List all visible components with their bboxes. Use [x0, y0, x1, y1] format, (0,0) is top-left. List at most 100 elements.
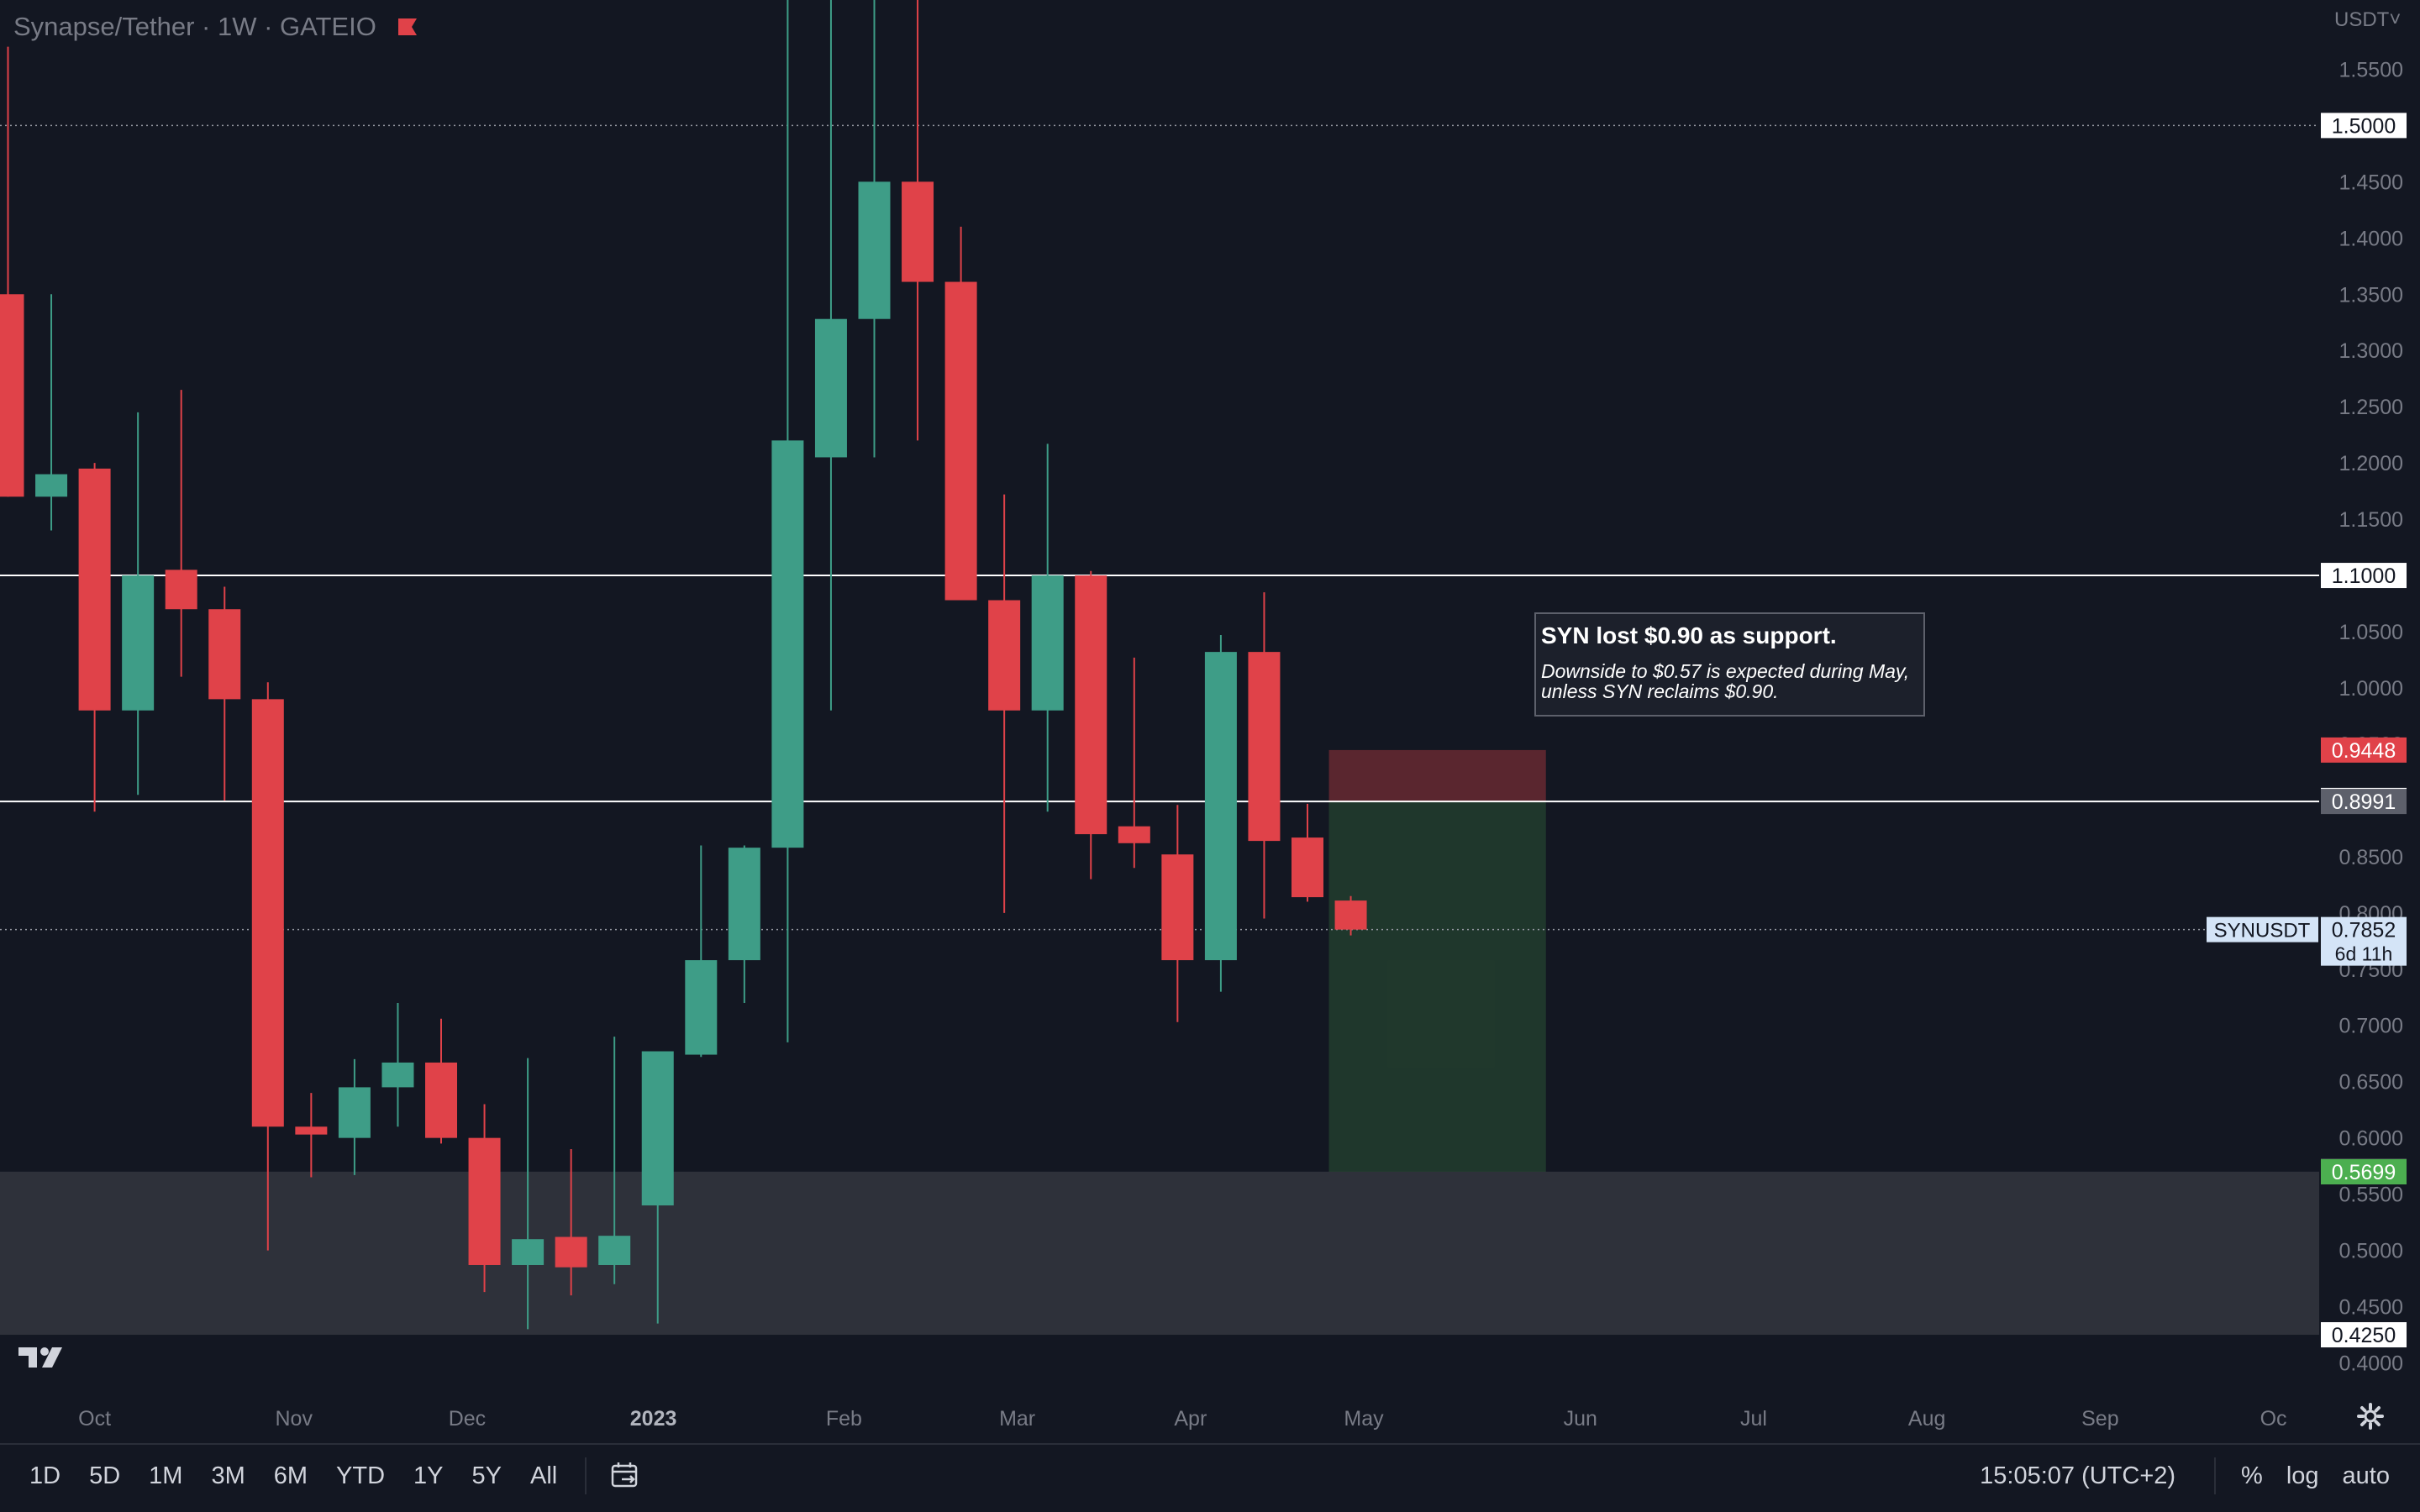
price-label-badge — [2321, 789, 2407, 815]
candle-body — [944, 281, 977, 601]
candle-body — [1118, 826, 1150, 843]
candle — [555, 1149, 587, 1296]
candle-body — [381, 1062, 414, 1088]
y-tick-label: 1.3000 — [2339, 339, 2403, 363]
stop-loss-area — [1328, 749, 1546, 802]
candle — [381, 1002, 414, 1127]
currency-selector[interactable]: USDT˅ — [2334, 8, 2402, 31]
tradingview-logo-icon[interactable] — [18, 1342, 71, 1375]
range-1y-button[interactable]: 1Y — [413, 1462, 444, 1489]
x-axis-label: Jul — [1740, 1407, 1767, 1431]
range-all-button[interactable]: All — [530, 1462, 558, 1489]
symbol-title[interactable]: Synapse/Tether · 1W · GATEIO — [13, 12, 376, 41]
candle-body — [728, 848, 760, 961]
candle-body — [1334, 900, 1367, 930]
candle — [1292, 803, 1323, 902]
annotation-note[interactable]: SYN lost $0.90 as support. Downside to $… — [1534, 612, 1925, 717]
y-tick-label: 1.4500 — [2339, 171, 2403, 194]
candle — [858, 0, 891, 458]
candle — [1161, 805, 1194, 1022]
last-price-symbol-badge — [2207, 916, 2318, 942]
candle-body — [78, 468, 111, 711]
toolbar-divider — [2214, 1457, 2217, 1494]
candle — [295, 1093, 328, 1178]
candle — [468, 1104, 501, 1293]
candle — [251, 682, 284, 1251]
candle — [512, 1058, 544, 1330]
x-axis-label: Aug — [1908, 1407, 1945, 1431]
candle — [425, 1018, 457, 1144]
auto-scale-toggle[interactable]: auto — [2342, 1462, 2390, 1489]
annotation-body: Downside to $0.57 is expected during May… — [1541, 660, 1910, 702]
candle — [1248, 592, 1281, 919]
candle-body — [771, 440, 804, 848]
y-tick-label: 0.5000 — [2339, 1240, 2403, 1263]
range-1d-button[interactable]: 1D — [29, 1462, 61, 1489]
price-label-text: 0.4250 — [2332, 1324, 2396, 1347]
x-axis-label: Apr — [1174, 1407, 1207, 1431]
log-scale-toggle[interactable]: log — [2286, 1462, 2319, 1489]
price-label-text: 0.9448 — [2332, 739, 2396, 763]
candle-body — [35, 474, 68, 497]
toolbar-divider — [585, 1457, 587, 1494]
range-6m-button[interactable]: 6M — [273, 1462, 308, 1489]
range-3m-button[interactable]: 3M — [211, 1462, 245, 1489]
x-axis-label: Mar — [999, 1407, 1035, 1431]
annotation-title: SYN lost $0.90 as support. — [1541, 622, 1837, 648]
chart-header: Synapse/Tether · 1W · GATEIO — [13, 12, 418, 42]
candle-body — [208, 609, 241, 700]
candle-body — [1204, 652, 1237, 961]
candle — [165, 390, 197, 677]
y-tick-label: 0.8500 — [2339, 846, 2403, 869]
candle-body — [1075, 575, 1107, 835]
range-ytd-button[interactable]: YTD — [336, 1462, 386, 1489]
candle-body — [1161, 854, 1194, 961]
candle-body — [512, 1239, 544, 1265]
candle-body — [902, 181, 934, 282]
x-axis-label: May — [1344, 1407, 1384, 1431]
candle-body — [468, 1137, 501, 1265]
settings-gear-icon[interactable] — [2356, 1402, 2385, 1435]
price-label-badge — [2321, 113, 2407, 139]
y-tick-label: 1.5500 — [2339, 58, 2403, 81]
x-axis-label: Nov — [275, 1407, 313, 1431]
candle-body — [338, 1087, 371, 1138]
price-label-text: 0.5699 — [2332, 1161, 2396, 1184]
y-tick-label: 1.3500 — [2339, 283, 2403, 307]
candle — [35, 294, 68, 531]
candle-body — [814, 318, 847, 458]
candle — [988, 494, 1021, 913]
candle — [1031, 444, 1064, 812]
range-5y-button[interactable]: 5Y — [471, 1462, 502, 1489]
candle — [944, 226, 977, 601]
candle-body — [988, 600, 1021, 711]
last-price-value: 0.7852 — [2332, 919, 2396, 942]
y-tick-label: 0.4000 — [2339, 1352, 2403, 1376]
range-1m-button[interactable]: 1M — [149, 1462, 183, 1489]
y-tick-label: 1.2000 — [2339, 452, 2403, 475]
right-controls: 15:05:07 (UTC+2) % log auto — [1954, 1445, 2402, 1507]
candle — [1204, 635, 1237, 992]
x-axis-label: Oc — [2260, 1407, 2287, 1431]
candle — [728, 845, 760, 1003]
date-range-icon[interactable] — [608, 1459, 642, 1493]
clock-readout[interactable]: 15:05:07 (UTC+2) — [1980, 1462, 2176, 1489]
candle-body — [641, 1051, 674, 1206]
price-label-text: 1.1000 — [2332, 564, 2396, 588]
x-axis-label: Oct — [78, 1407, 111, 1431]
candle — [0, 46, 24, 497]
y-tick-label: 0.7000 — [2339, 1015, 2403, 1038]
candle-body — [425, 1062, 457, 1138]
bottom-toolbar: 1D 5D 1M 3M 6M YTD 1Y 5Y All 15:05:07 (U… — [0, 1443, 2420, 1507]
percent-scale-toggle[interactable]: % — [2241, 1462, 2263, 1489]
flag-icon[interactable] — [397, 17, 418, 37]
range-5d-button[interactable]: 5D — [89, 1462, 121, 1489]
price-label-text: 1.5000 — [2332, 114, 2396, 138]
take-profit-area — [1328, 801, 1546, 1172]
candle-body — [295, 1126, 328, 1135]
candle — [122, 412, 155, 795]
candle-body — [0, 294, 24, 497]
candle — [1075, 570, 1107, 879]
y-tick-label: 1.0000 — [2339, 677, 2403, 701]
